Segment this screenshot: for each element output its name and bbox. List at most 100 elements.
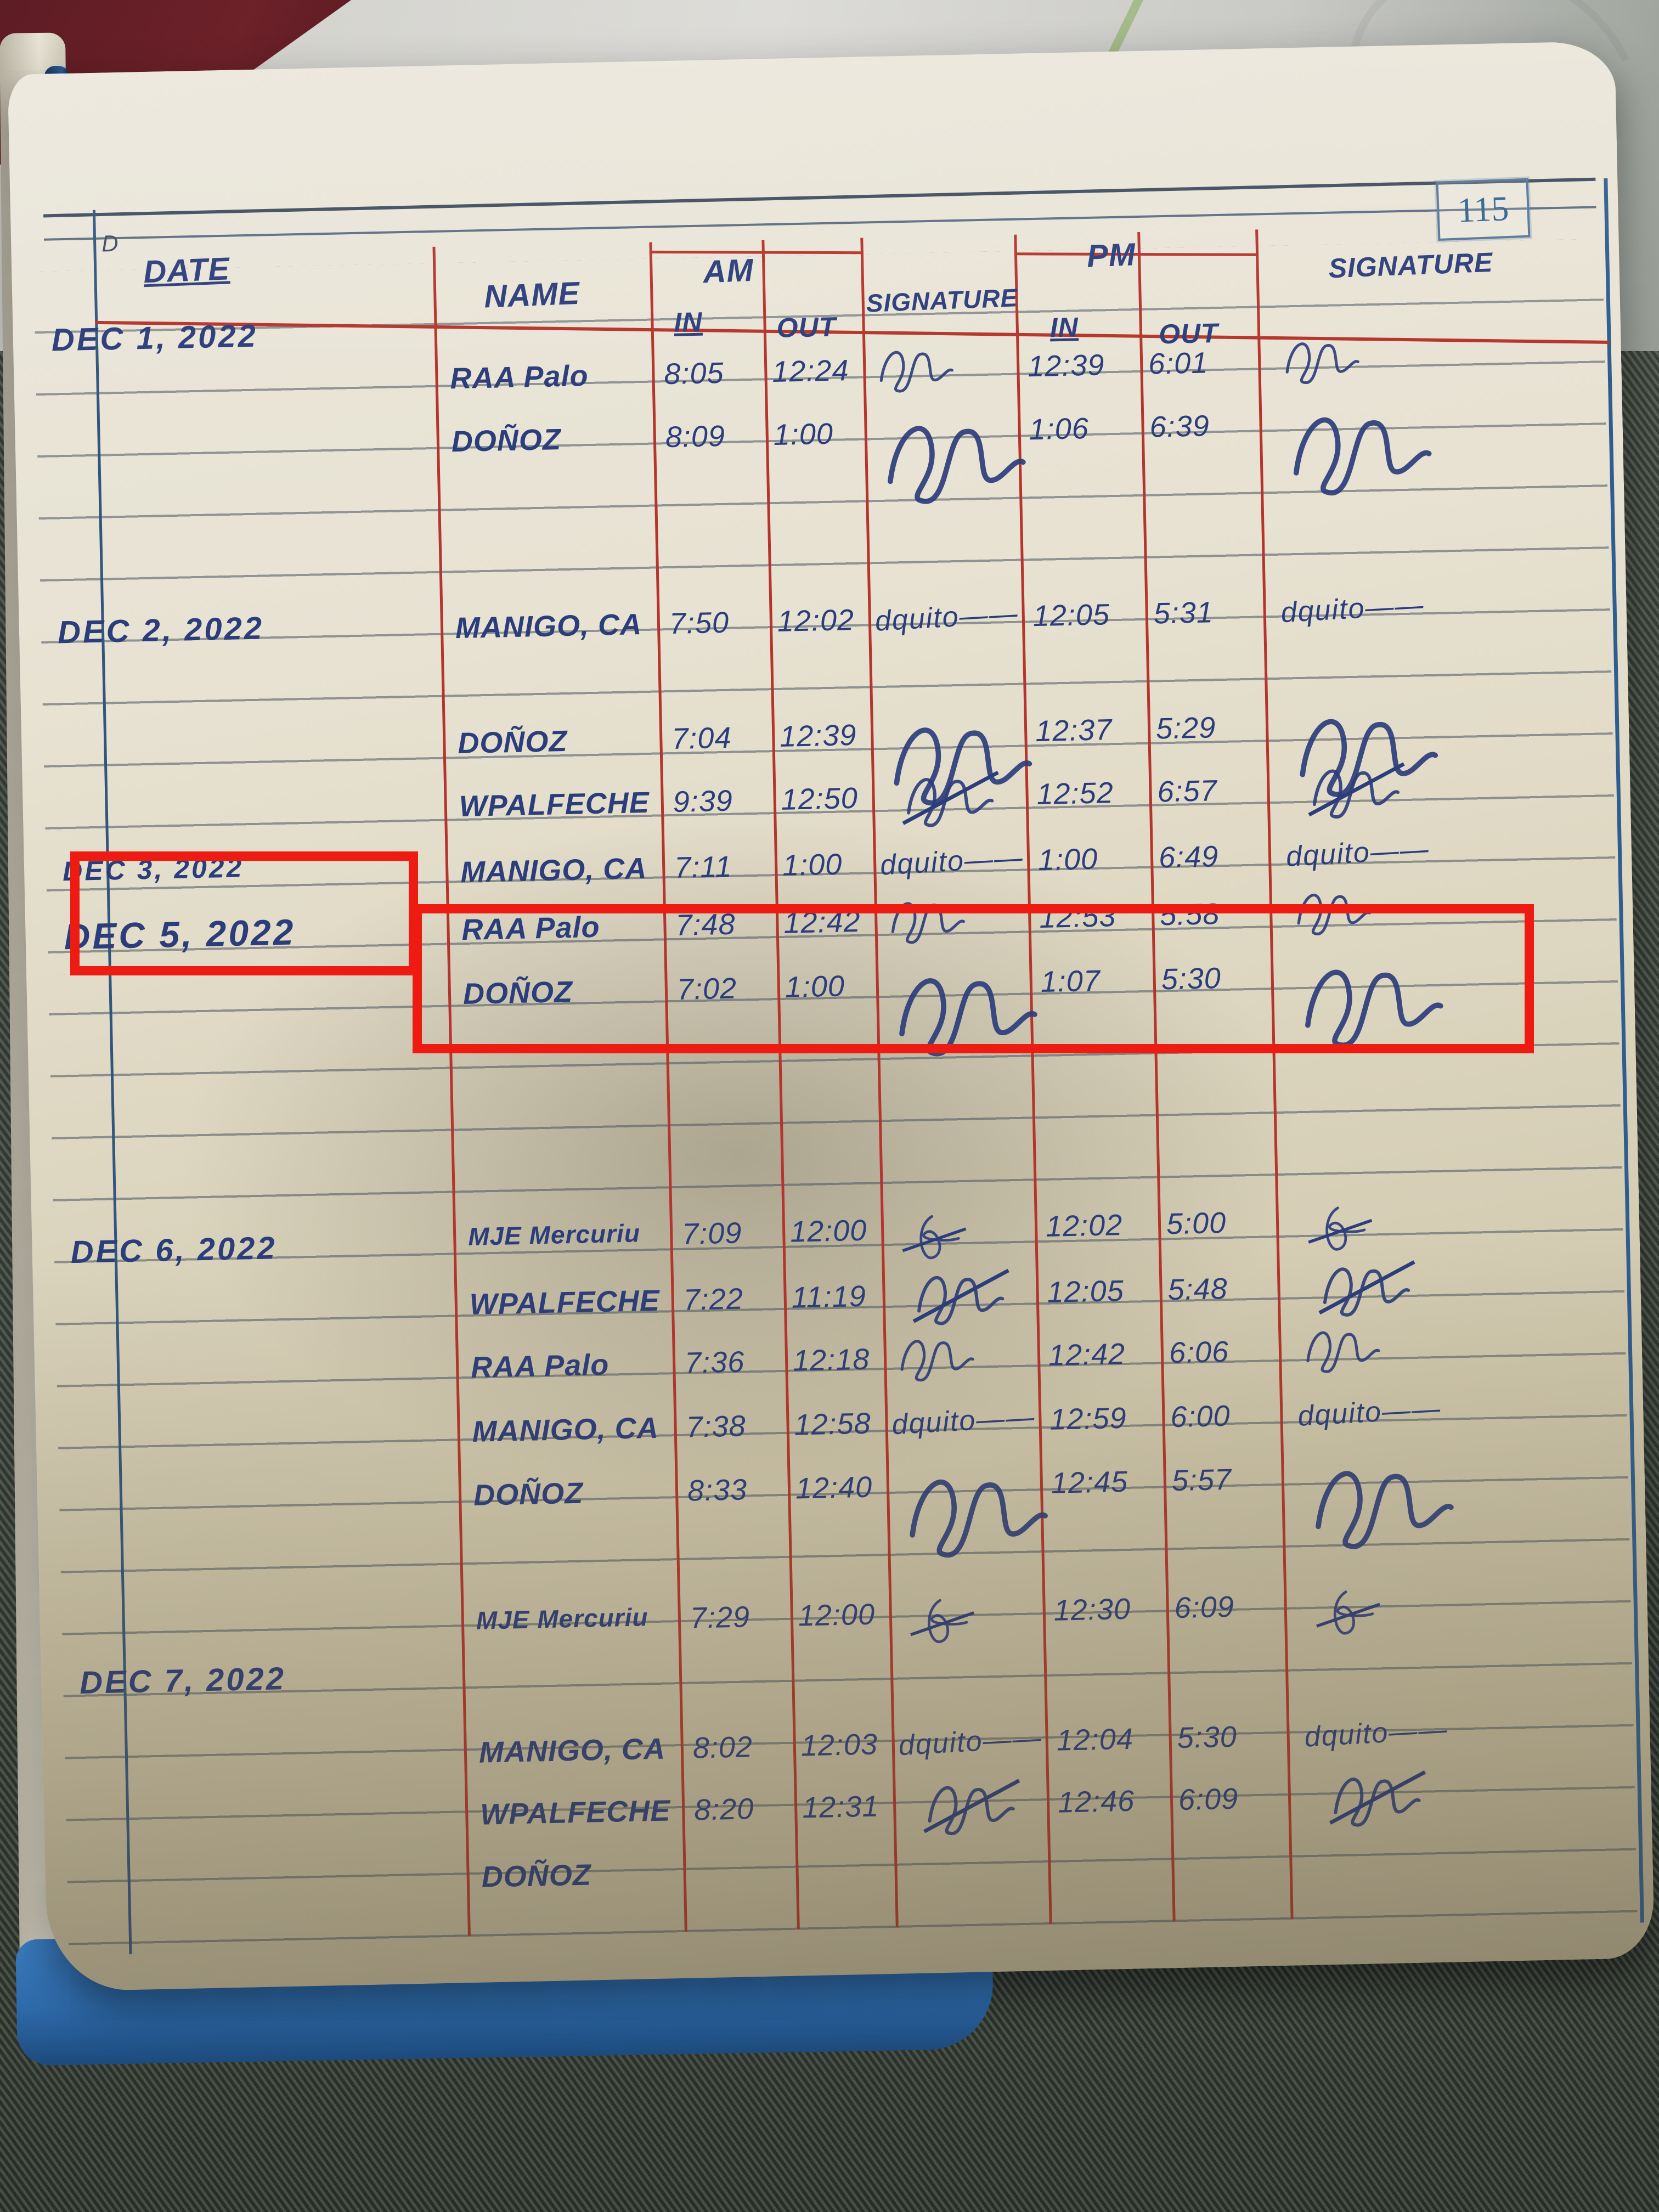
name-value: DOÑOZ [451, 423, 562, 459]
signature-am [870, 350, 1019, 414]
pm-in-value: 12:39 [1027, 348, 1105, 383]
name-value: DOÑOZ [457, 724, 568, 760]
pm-in-value: 12:42 [1048, 1337, 1126, 1372]
logbook-page: D DATE NAME AM SIGNATURE PM SIGNATURE IN… [7, 41, 1655, 1992]
column-header-date: DATE [143, 251, 231, 290]
signature-am [895, 1594, 1045, 1657]
am-out-value: 11:19 [791, 1279, 867, 1314]
am-header-topline [649, 250, 864, 255]
table-row: DOÑOZ 7:04 12:39 12:37 5:29 [21, 702, 1619, 806]
table-row: WPALFECHE 7:22 11:19 12:05 5:48 [33, 1260, 1630, 1362]
column-header-signature-pm: SIGNATURE [1328, 246, 1494, 284]
signature-am [878, 770, 1028, 841]
signature-am [871, 413, 1026, 504]
signature-pm [1307, 1836, 1637, 1904]
pm-out-value: 5:31 [1153, 596, 1214, 630]
pm-in-value: 12:52 [1036, 776, 1114, 811]
pm-out-value: 5:29 [1155, 711, 1216, 746]
pm-out-value: 5:00 [1166, 1206, 1227, 1241]
table-row: RAA Palo 8:05 12:24 12:39 6:01 [14, 337, 1611, 436]
name-value: MJE Mercuriu [476, 1602, 649, 1635]
signature-am [893, 1466, 1048, 1558]
name-value: DOÑOZ [481, 1858, 592, 1894]
am-in-value: 7:38 [686, 1409, 747, 1444]
table-row: WPALFECHE 9:39 12:50 12:52 6:57 [22, 762, 1620, 864]
pm-out-value: 6:39 [1149, 409, 1210, 444]
am-out-value: 12:02 [777, 603, 855, 638]
am-out-value: 12:58 [793, 1407, 872, 1442]
name-value: RAA Palo [470, 1348, 610, 1384]
am-out-value: 12:31 [802, 1790, 879, 1825]
signature-am [901, 1848, 1050, 1912]
pm-in-value: 12:05 [1032, 598, 1110, 633]
signature-pm [1276, 337, 1606, 405]
table-row: RAA Palo 7:36 12:18 12:42 6:06 [35, 1327, 1632, 1425]
signature-am [882, 965, 1037, 1057]
signature-pm [1284, 762, 1615, 833]
am-out-value: 12:00 [789, 1214, 867, 1249]
pm-out-value: 5:48 [1167, 1272, 1228, 1307]
column-header-pm: PM [1086, 236, 1137, 274]
pm-out-value: 6:09 [1174, 1590, 1235, 1625]
pm-out-value: 5:30 [1177, 1720, 1238, 1755]
signature-pm: dquito―― [1280, 589, 1425, 629]
am-in-value: 7:11 [674, 850, 732, 884]
pm-in-value: 12:04 [1056, 1722, 1134, 1757]
signature-pm [1293, 1198, 1623, 1265]
name-value: WPALFECHE [469, 1284, 661, 1321]
signature-pm [1287, 889, 1617, 956]
table-row: DOÑOZ 8:33 12:40 12:45 5:57 [37, 1454, 1635, 1558]
corner-mark: D [101, 230, 120, 257]
pm-out-value: 6:09 [1178, 1782, 1239, 1817]
am-out-value: 1:00 [773, 417, 834, 452]
am-in-value: 8:05 [663, 356, 725, 391]
pm-in-value: 1:06 [1029, 411, 1090, 447]
am-out-value: 12:00 [798, 1598, 876, 1633]
am-out-value: 12:50 [781, 781, 859, 816]
name-value: RAA Palo [449, 359, 589, 396]
pm-out-value: 5:57 [1171, 1463, 1232, 1498]
pm-out-value: 6:01 [1148, 346, 1209, 381]
name-value: MANIGO, CA [460, 851, 647, 889]
am-in-value: 9:39 [673, 784, 733, 819]
pm-in-value: 12:02 [1045, 1208, 1123, 1243]
column-header-am: AM [702, 252, 754, 290]
signature-pm [1301, 1582, 1632, 1649]
table-row: MJE Mercuriu 7:29 12:00 12:30 6:09 [40, 1582, 1638, 1680]
page-number: 115 [1436, 178, 1531, 241]
am-out-value: 12:03 [800, 1728, 878, 1763]
signature-pm [1277, 400, 1607, 496]
am-in-value: 8:20 [693, 1792, 754, 1827]
am-in-value: 7:04 [671, 721, 732, 755]
pm-in-value: 12:45 [1051, 1465, 1128, 1500]
signature-am [890, 1339, 1039, 1402]
am-in-value: 7:50 [669, 606, 730, 641]
name-value: WPALFECHE [459, 786, 650, 823]
signature-am [900, 1779, 1049, 1849]
date-value: DEC 7, 2022 [79, 1661, 286, 1701]
signature-am: dquito―― [874, 597, 1019, 637]
pm-out-value: 6:57 [1156, 774, 1218, 809]
am-in-value: 8:33 [687, 1473, 748, 1508]
highlight-box-date-dec5 [70, 851, 418, 975]
am-out-value: 12:39 [779, 718, 857, 753]
am-in-value: 8:02 [692, 1730, 753, 1765]
signature-pm [1305, 1770, 1635, 1841]
name-value: WPALFECHE [479, 1794, 671, 1831]
pm-in-value: 12:30 [1053, 1592, 1131, 1627]
name-value: MANIGO, CA [478, 1732, 666, 1769]
page-number-value: 115 [1457, 189, 1510, 230]
name-value: MJE Mercuriu [467, 1218, 641, 1251]
signature-am [877, 714, 1032, 806]
table-row-highlighted: DOÑOZ 7:02 1:00 1:07 5:30 [27, 953, 1624, 1057]
pm-in-value: 12:37 [1035, 713, 1113, 748]
pm-in-value: 12:05 [1046, 1274, 1125, 1309]
am-in-value: 7:09 [681, 1216, 742, 1251]
name-value: DOÑOZ [473, 1476, 584, 1512]
signature-am [888, 1210, 1037, 1273]
am-out-value: 12:24 [771, 354, 850, 388]
table-row: DOÑOZ 8:09 1:00 1:06 6:39 [15, 400, 1612, 504]
pm-out-value: 6:06 [1169, 1335, 1229, 1370]
am-in-value: 7:36 [684, 1345, 745, 1380]
am-in-value: 7:22 [683, 1282, 744, 1317]
